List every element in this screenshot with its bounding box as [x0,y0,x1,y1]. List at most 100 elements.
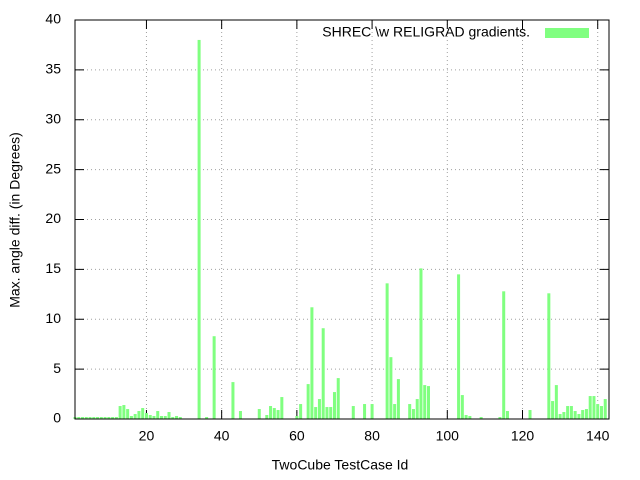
bar [603,399,607,419]
bar [426,386,430,419]
bar [92,417,96,419]
y-axis-label: Max. angle diff. (in Degrees) [7,132,23,308]
bar [385,283,389,419]
bar [569,406,573,419]
bar [137,411,141,419]
bar [126,409,130,419]
bar [96,417,100,419]
x-tick-label: 100 [436,428,460,444]
y-tick-label: 25 [45,160,61,176]
bar [363,404,367,419]
bar [317,399,321,419]
bar [479,417,483,419]
bar [114,417,118,419]
bar [329,407,333,419]
x-tick-label: 60 [289,428,305,444]
bar [464,415,468,419]
legend-swatch [545,28,589,38]
bar [562,412,566,419]
bar [171,417,175,419]
bar [336,378,340,419]
bar [306,384,310,419]
bar [584,409,588,419]
bar [505,411,509,419]
bar [231,382,235,419]
bar [118,406,122,419]
bar [276,410,280,419]
bar [84,417,88,419]
bar [551,401,555,419]
bar [265,415,269,419]
bar [577,414,581,419]
x-tick-label: 120 [511,428,535,444]
y-tick-label: 5 [53,360,61,376]
bar [325,407,329,419]
y-tick-label: 20 [45,210,61,226]
bar [148,415,152,419]
bar [88,417,92,419]
bar [389,357,393,419]
bar [122,405,126,419]
y-tick-label: 15 [45,260,61,276]
bar [133,414,137,419]
bar [152,416,156,419]
bar [103,417,107,419]
bar [423,385,427,419]
bar [163,416,167,419]
bar [554,385,558,419]
bar [498,417,502,419]
y-tick-label: 0 [53,410,61,426]
x-tick-label: 40 [214,428,230,444]
bar [573,411,577,419]
bar [81,417,85,419]
x-tick-label: 80 [364,428,380,444]
bar [502,291,506,419]
x-tick-label: 20 [139,428,155,444]
bar [596,404,600,419]
bar [415,399,419,419]
x-tick-label: 140 [586,428,610,444]
bar [460,395,464,419]
bar [370,404,374,419]
x-axis-label: TwoCube TestCase Id [272,457,409,473]
bar [411,409,415,419]
bar [321,328,325,419]
bar [599,406,603,419]
bar [175,416,179,419]
bar [77,417,81,419]
legend-label: SHREC \w RELIGRAD gradients. [322,24,530,40]
bar [457,274,461,419]
bar [141,408,145,419]
y-tick-label: 30 [45,110,61,126]
bar [212,336,216,419]
bar [111,417,115,419]
bar [107,417,111,419]
bar [178,417,182,419]
bar [205,417,209,419]
bar [129,416,133,419]
bar [528,410,532,419]
bar [159,416,163,419]
bar [257,409,261,419]
bar [144,413,148,419]
bar [393,404,397,419]
y-tick-label: 35 [45,61,61,77]
bar [280,397,284,419]
bar [238,411,242,419]
bar [592,396,596,419]
bar [468,416,472,419]
plot-frame [74,19,610,420]
bar [167,412,171,419]
bar [547,293,551,419]
bar [408,404,412,419]
bar [269,406,273,419]
bar [99,417,103,419]
bar [351,406,355,419]
bar [314,407,318,419]
bar [588,396,592,419]
bar [197,39,201,419]
bar [310,307,314,419]
bar [396,379,400,419]
bar [332,392,336,419]
